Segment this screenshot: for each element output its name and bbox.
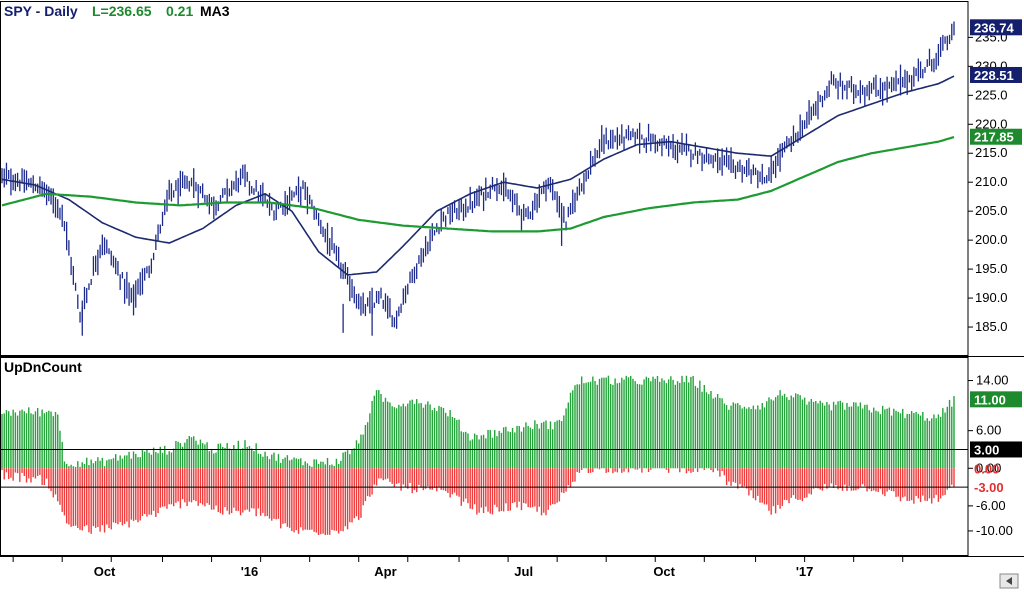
x-tick-label: '17 [796, 564, 814, 579]
x-tick-label: Apr [374, 564, 396, 579]
lower-frame [0, 357, 969, 556]
lower-ytick-label: -6.00 [976, 498, 1006, 513]
header-change: 0.21 [166, 3, 193, 19]
price-ytick-label: 200.0 [975, 232, 1008, 247]
header-last: L=236.65 [92, 3, 152, 19]
price-ytick-label: 220.0 [975, 116, 1008, 131]
updncount-panel [0, 375, 968, 536]
scroll-arrow-icon[interactable] [999, 573, 1019, 589]
x-tick-label: Oct [653, 564, 675, 579]
price-ytick-label: 195.0 [975, 261, 1008, 276]
lower-last-label-box [970, 391, 1022, 408]
x-tick-label: '16 [241, 564, 259, 579]
lower-ytick-label: -10.00 [976, 523, 1013, 538]
x-tick-label: Jul [514, 564, 533, 579]
x-axis: Oct '16 Apr Jul Oct '17 [12, 556, 904, 579]
last-label-text: 236.74 [974, 20, 1015, 35]
lower-last-label-box [970, 441, 1022, 458]
price-frame [0, 1, 969, 356]
x-tick-label: Oct [94, 564, 116, 579]
price-ytick-label: 185.0 [975, 319, 1008, 334]
last-label-text: 217.85 [974, 130, 1014, 145]
price-ytick-label: 225.0 [975, 87, 1008, 102]
header-symbol: SPY - Daily [4, 3, 78, 19]
price-panel [1, 21, 955, 336]
lower-last-label-text: 0.00 [974, 461, 999, 476]
lower-last-label-text: 3.00 [974, 442, 999, 457]
price-ytick-label: 215.0 [975, 145, 1008, 160]
price-ytick-label: 205.0 [975, 203, 1008, 218]
ma-slow-line [1, 136, 955, 233]
ma-fast-line [1, 75, 955, 276]
last-label-box [970, 19, 1022, 36]
lower-ytick-label: 0.00 [976, 460, 1001, 475]
last-label-box [970, 128, 1022, 145]
lower-last-label-text: -3.00 [974, 480, 1004, 495]
header-study: MA3 [200, 3, 230, 19]
lower-last-label-text: 11.00 [974, 392, 1006, 407]
lower-ytick-label: 14.00 [976, 373, 1009, 388]
lower-panel-title: UpDnCount [4, 359, 82, 375]
price-ytick-label: 210.0 [975, 174, 1008, 189]
price-ytick-label: 190.0 [975, 290, 1008, 305]
lower-ytick-label: 6.00 [976, 423, 1001, 438]
axes: 185.0 190.0 195.0 200.0 205.0 210.0 215.0 220.0… [0, 1, 1024, 557]
last-label-text: 228.51 [974, 68, 1014, 83]
last-label-box [970, 66, 1022, 83]
